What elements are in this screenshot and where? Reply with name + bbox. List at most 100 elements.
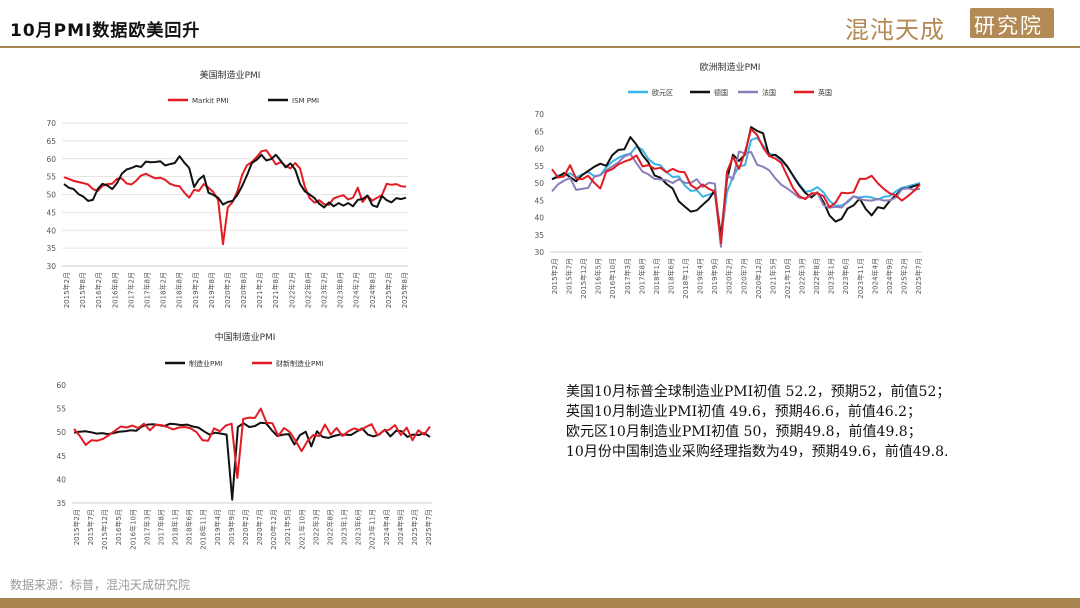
y-tick-label: 55 (534, 162, 544, 171)
x-tick-label: 2023年1月 (340, 509, 349, 545)
chart-title: 欧洲制造业PMI (700, 61, 761, 73)
x-tick-label: 2021年10月 (297, 509, 306, 550)
x-tick-label: 2016年5月 (594, 258, 603, 294)
y-tick-label: 35 (534, 231, 544, 240)
x-tick-label: 2019年4月 (213, 509, 222, 545)
note-line-us: 美国10月标普全球制造业PMI初值 52.2，预期52，前值52； (566, 384, 951, 400)
note-line-uk: 英国10月制造业PMI初值 49.6，预期46.6，前值46.2； (566, 404, 922, 420)
x-tick-label: 2016年8月 (110, 272, 119, 308)
x-tick-label: 2025年2月 (410, 509, 419, 545)
legend-label: 财新制造业PMI (276, 359, 323, 368)
x-tick-label: 2015年7月 (565, 258, 574, 294)
y-tick-label: 40 (46, 226, 56, 235)
x-tick-label: 2019年4月 (696, 258, 705, 294)
y-tick-label: 45 (56, 452, 66, 461)
legend-label: 法国 (762, 88, 776, 97)
y-tick-label: 35 (46, 244, 56, 253)
x-tick-label: 2017年2月 (126, 272, 135, 308)
x-tick-label: 2024年2月 (352, 272, 361, 308)
notes-panel: 美国10月标普全球制造业PMI初值 52.2，预期52，前值52； 英国10月制… (566, 382, 1046, 462)
y-tick-label: 50 (534, 179, 544, 188)
series-line (551, 128, 921, 244)
x-tick-label: 2016年2月 (94, 272, 103, 308)
y-tick-label: 50 (46, 191, 56, 200)
x-tick-label: 2019年9月 (710, 258, 719, 294)
x-tick-label: 2018年11月 (681, 258, 690, 299)
x-tick-label: 2023年1月 (827, 258, 836, 294)
y-tick-label: 30 (534, 248, 544, 257)
x-tick-label: 2023年8月 (336, 272, 345, 308)
series-line (73, 421, 431, 501)
x-tick-label: 2016年10月 (608, 258, 617, 299)
x-tick-label: 2024年8月 (368, 272, 377, 308)
x-tick-label: 2019年8月 (207, 272, 216, 308)
x-tick-label: 2021年5月 (768, 258, 777, 294)
x-tick-label: 2021年8月 (271, 272, 280, 308)
legend-label: 制造业PMI (189, 359, 222, 368)
x-tick-label: 2019年9月 (227, 509, 236, 545)
y-tick-label: 50 (56, 428, 66, 437)
y-tick-label: 60 (534, 145, 544, 154)
x-tick-label: 2015年2月 (550, 258, 559, 294)
legend-label: 德国 (714, 88, 728, 97)
chart-cn-pmi: 中国制造业PMI 制造业PMI 财新制造业PMI 35 40 45 50 55 60 2015年2… (56, 331, 433, 550)
x-tick-label: 2018年6月 (185, 509, 194, 545)
x-tick-label: 2022年8月 (303, 272, 312, 308)
x-tick-label: 2018年6月 (666, 258, 675, 294)
y-tick-label: 65 (46, 137, 56, 146)
series-line (551, 136, 921, 242)
x-tick-label: 2018年1月 (171, 509, 180, 545)
x-tick-label: 2024年9月 (885, 258, 894, 294)
legend-label: 欧元区 (652, 88, 673, 97)
logo-box: 研究院 (970, 8, 1054, 38)
x-tick-label: 2015年12月 (579, 258, 588, 299)
x-tick-label: 2020年12月 (754, 258, 763, 299)
x-tick-label: 2020年2月 (241, 509, 250, 545)
chart-us-pmi: 美国制造业PMI Markit PMI ISM PMI 30 35 40 45 50 55 60 6… (46, 69, 409, 308)
x-tick-label: 2017年3月 (623, 258, 632, 294)
x-tick-label: 2015年8月 (78, 272, 87, 308)
y-tick-label: 45 (46, 208, 56, 217)
x-tick-label: 2020年7月 (739, 258, 748, 294)
y-tick-label: 40 (56, 475, 66, 484)
logo-box-text: 研究院 (974, 14, 1043, 38)
x-tick-label: 2015年7月 (86, 509, 95, 545)
x-tick-label: 2024年4月 (870, 258, 879, 294)
x-tick-label: 2021年10月 (783, 258, 792, 299)
y-tick-label: 35 (56, 499, 66, 508)
y-tick-label: 55 (56, 405, 66, 414)
note-line-eurozone: 欧元区10月制造业PMI初值 50，预期49.8，前值49.8； (566, 424, 922, 440)
x-tick-label: 2019年2月 (191, 272, 200, 308)
footer-bar (0, 598, 1080, 608)
title-divider (0, 46, 1080, 48)
x-tick-label: 2015年2月 (72, 509, 81, 545)
x-tick-label: 2022年2月 (287, 272, 296, 308)
y-tick-label: 30 (46, 262, 56, 271)
chart-eu-pmi: 欧洲制造业PMI 欧元区 德国 法国 英国 30 35 40 45 50 55 60 65 70 2015年… (534, 61, 923, 299)
legend-label: ISM PMI (292, 97, 319, 105)
x-tick-label: 2017年8月 (156, 509, 165, 545)
series-line (73, 407, 431, 479)
x-tick-label: 2020年12月 (269, 509, 278, 550)
x-tick-label: 2016年10月 (128, 509, 137, 550)
y-tick-label: 40 (534, 214, 544, 223)
source-note: 数据来源：标普，混沌天成研究院 (10, 578, 191, 592)
x-tick-label: 2021年2月 (255, 272, 264, 308)
y-tick-label: 60 (56, 381, 66, 390)
x-tick-label: 2023年11月 (856, 258, 865, 299)
x-tick-label: 2023年11月 (368, 509, 377, 550)
logo-text: 混沌天成 (845, 16, 945, 44)
x-tick-label: 2023年2月 (320, 272, 329, 308)
x-tick-label: 2020年7月 (255, 509, 264, 545)
x-tick-label: 2020年8月 (239, 272, 248, 308)
x-tick-label: 2021年5月 (283, 509, 292, 545)
x-tick-label: 2022年3月 (798, 258, 807, 294)
x-tick-label: 2022年8月 (812, 258, 821, 294)
x-tick-label: 2018年11月 (199, 509, 208, 550)
x-tick-label: 2017年3月 (142, 509, 151, 545)
x-tick-label: 2025年2月 (384, 272, 393, 308)
header: 10月PMI数据欧美回升 混沌天成 研究院 (0, 0, 1080, 46)
legend-label: 英国 (818, 88, 832, 97)
x-tick-label: 2018年8月 (175, 272, 184, 308)
x-tick-label: 2017年8月 (637, 258, 646, 294)
